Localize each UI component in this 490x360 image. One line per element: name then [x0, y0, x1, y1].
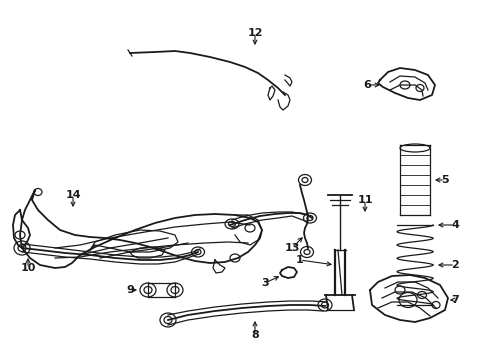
Text: 10: 10 — [20, 263, 36, 273]
Text: 6: 6 — [363, 80, 371, 90]
Text: 8: 8 — [251, 330, 259, 340]
Text: 1: 1 — [296, 255, 304, 265]
Text: 12: 12 — [247, 28, 263, 38]
Text: 3: 3 — [261, 278, 269, 288]
Text: 7: 7 — [451, 295, 459, 305]
Text: 2: 2 — [451, 260, 459, 270]
Text: 14: 14 — [65, 190, 81, 200]
Text: 9: 9 — [126, 285, 134, 295]
Text: 5: 5 — [441, 175, 449, 185]
Text: 11: 11 — [357, 195, 373, 205]
Text: 13: 13 — [284, 243, 300, 253]
Text: 4: 4 — [451, 220, 459, 230]
